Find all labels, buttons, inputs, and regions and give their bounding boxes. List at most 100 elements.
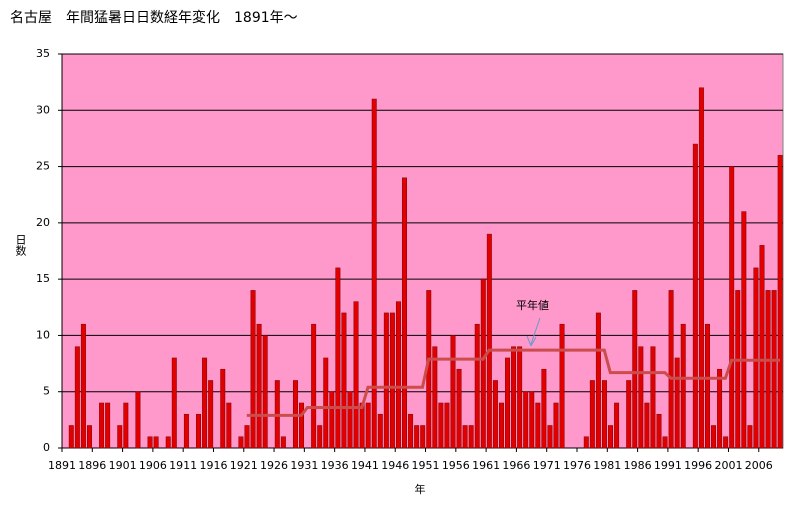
bar [105, 402, 111, 449]
y-tick-label: 30 [36, 103, 50, 116]
bar [680, 323, 686, 449]
bar [402, 177, 408, 449]
bar [299, 402, 305, 449]
bar [153, 436, 159, 449]
bar [505, 357, 511, 449]
bar [541, 368, 547, 449]
bar [147, 436, 153, 449]
bar [420, 425, 426, 449]
bar [365, 402, 371, 449]
annotation-arrow [530, 317, 541, 345]
bar [698, 87, 704, 449]
bar [632, 290, 638, 449]
y-tick-label: 0 [43, 441, 50, 454]
bar [262, 335, 268, 449]
bar [99, 402, 105, 449]
bar [117, 425, 123, 449]
bar [438, 402, 444, 449]
normal-line [246, 348, 780, 417]
bar [777, 155, 783, 449]
x-tick-label: 1891 [48, 459, 76, 472]
bar [486, 233, 492, 449]
bar [335, 267, 341, 449]
bar [523, 391, 529, 449]
x-tick-label: 1911 [169, 459, 197, 472]
y-tick-label: 15 [36, 272, 50, 285]
bar [608, 425, 614, 449]
bar [196, 413, 202, 449]
bar [626, 380, 632, 449]
x-tick-label: 1906 [139, 459, 167, 472]
bar [311, 323, 317, 449]
bar [341, 312, 347, 449]
bar [723, 436, 729, 449]
bar [480, 278, 486, 449]
bar [226, 402, 232, 449]
bar [171, 357, 177, 449]
bar [468, 425, 474, 449]
x-tick-label: 1971 [533, 459, 561, 472]
bar [644, 402, 650, 449]
x-tick-label: 2001 [714, 459, 742, 472]
x-tick-label: 1936 [321, 459, 349, 472]
bar [220, 368, 226, 449]
bar [717, 368, 723, 449]
bar [377, 413, 383, 449]
bar [583, 436, 589, 449]
bar [674, 357, 680, 449]
bar [250, 290, 256, 449]
x-tick-label: 1976 [563, 459, 591, 472]
bar [638, 346, 644, 449]
x-tick-label: 1896 [78, 459, 106, 472]
bar [553, 402, 559, 449]
x-tick-label: 1986 [624, 459, 652, 472]
bar [444, 402, 450, 449]
y-tick-label: 35 [36, 47, 50, 60]
y-tick-label: 25 [36, 160, 50, 173]
bar [589, 380, 595, 449]
bar [80, 323, 86, 449]
bar [432, 346, 438, 449]
x-tick-label: 1956 [442, 459, 470, 472]
bar [280, 436, 286, 449]
x-tick-label: 1951 [412, 459, 440, 472]
bar [408, 413, 414, 449]
x-tick-label: 2006 [745, 459, 773, 472]
bar [492, 380, 498, 449]
bar [741, 211, 747, 449]
bar [704, 323, 710, 449]
bar [771, 290, 777, 449]
bar [692, 143, 698, 449]
bar [329, 391, 335, 449]
bar [389, 312, 395, 449]
bar [244, 425, 250, 449]
x-tick-label: 1901 [109, 459, 137, 472]
bar [559, 323, 565, 449]
y-tick-label: 10 [36, 328, 50, 341]
bar [202, 357, 208, 449]
bar [68, 425, 74, 449]
annotation-arrowhead [526, 335, 537, 347]
y-tick-label: 5 [43, 385, 50, 398]
bar [753, 267, 759, 449]
chart-title: 名古屋 年間猛暑日日数経年変化 1891年～ [10, 9, 298, 26]
bar [395, 301, 401, 449]
bar [462, 425, 468, 449]
bar [529, 391, 535, 449]
bar [747, 425, 753, 449]
bar [595, 312, 601, 449]
x-tick-label: 1966 [502, 459, 530, 472]
bar [656, 413, 662, 449]
x-axis-label: 年 [415, 482, 426, 496]
x-tick-label: 1926 [260, 459, 288, 472]
bar [517, 346, 523, 449]
bar [511, 346, 517, 449]
bar [729, 166, 735, 449]
bar [165, 436, 171, 449]
y-axis-label: 日数 [14, 234, 27, 257]
x-tick-label: 1991 [654, 459, 682, 472]
bar [74, 346, 80, 449]
bar [135, 391, 141, 449]
bar [414, 425, 420, 449]
